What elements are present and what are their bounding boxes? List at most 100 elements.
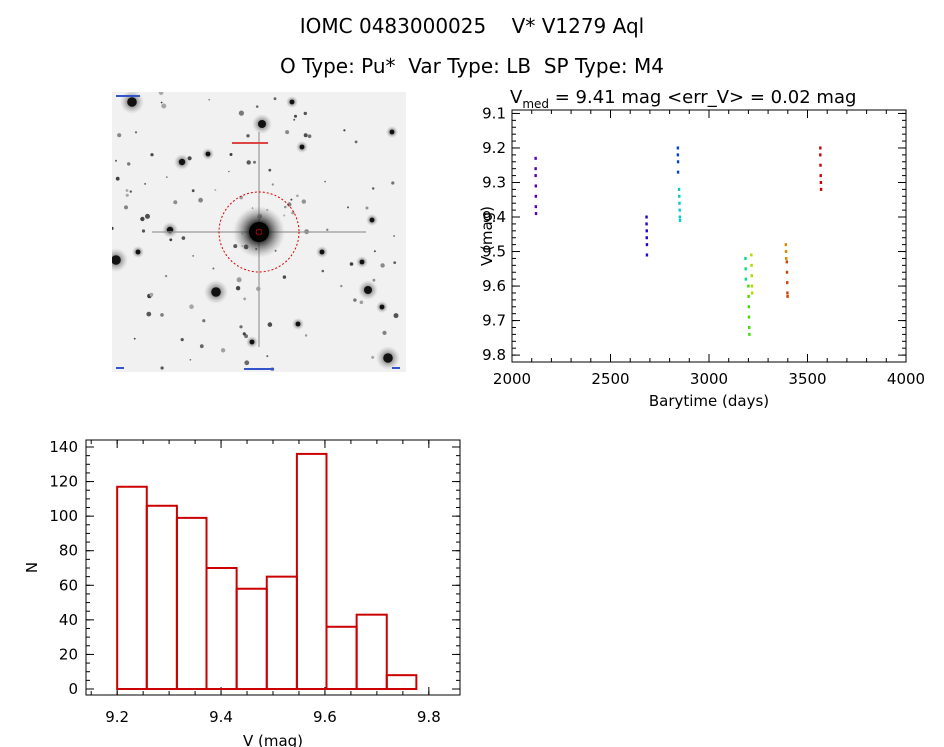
vmed-summary: = 9.41 mag <err_V> = 0.02 mag — [549, 87, 856, 108]
star — [365, 206, 369, 210]
hist-y-axis-label: N — [23, 562, 41, 573]
data-point — [819, 153, 822, 157]
star — [391, 181, 395, 185]
hist-bar — [235, 587, 268, 690]
star-core — [178, 158, 186, 166]
star — [160, 366, 164, 370]
star — [238, 110, 244, 116]
star — [199, 344, 204, 349]
data-point — [534, 205, 538, 209]
star — [229, 153, 233, 156]
star — [256, 286, 261, 291]
y-tick-label: 9.3 — [482, 173, 506, 191]
star-core — [359, 259, 365, 265]
star — [189, 359, 192, 361]
star — [266, 355, 269, 358]
data-point — [747, 305, 750, 309]
data-point — [744, 256, 747, 260]
data-point — [534, 174, 537, 178]
target-circle — [218, 191, 300, 273]
data-point — [785, 256, 788, 260]
star — [127, 162, 131, 166]
data-point — [784, 250, 788, 254]
star — [287, 202, 292, 207]
sky-image — [112, 92, 406, 372]
star — [150, 153, 154, 157]
y-tick-label: 40 — [59, 611, 78, 629]
x-tick-label: 2500 — [591, 370, 629, 388]
y-tick-label: 140 — [49, 438, 78, 456]
data-point — [819, 163, 822, 167]
star — [303, 133, 308, 138]
star — [160, 313, 164, 317]
chart-title: IOMC 0483000025 V* V1279 Aql — [299, 14, 645, 38]
star — [273, 97, 277, 101]
y-tick-label: 9.7 — [482, 312, 506, 330]
data-point — [534, 167, 537, 171]
data-point — [678, 208, 681, 212]
star — [255, 105, 259, 108]
y-tick-label: 9.4 — [482, 208, 506, 226]
star — [382, 330, 387, 335]
hist-bar — [145, 504, 178, 690]
star — [304, 334, 308, 337]
data-point — [750, 263, 753, 267]
star — [125, 189, 129, 192]
x-tick-label: 9.8 — [417, 708, 441, 726]
star — [181, 236, 186, 240]
hist-bar — [325, 625, 358, 690]
star — [349, 262, 354, 266]
star — [372, 278, 376, 282]
data-point — [534, 184, 538, 188]
star — [140, 216, 145, 222]
target-annotation — [232, 142, 268, 144]
data-point — [744, 277, 748, 281]
y-tick-label: 9.8 — [482, 346, 506, 364]
star — [246, 160, 251, 165]
star — [133, 337, 136, 340]
data-point — [748, 332, 751, 336]
star-core — [258, 120, 266, 128]
corner-annotation — [116, 367, 124, 369]
y-tick-label: 60 — [59, 576, 78, 594]
data-point — [786, 281, 789, 285]
star — [294, 114, 297, 118]
star — [284, 205, 287, 209]
star-core — [295, 321, 301, 327]
data-point — [747, 315, 751, 319]
data-point — [819, 180, 823, 184]
star-core — [127, 97, 137, 107]
star — [146, 311, 152, 317]
data-point — [676, 153, 680, 157]
hist-bar — [295, 452, 328, 690]
star — [393, 235, 395, 237]
data-point — [676, 170, 680, 174]
star — [253, 160, 256, 164]
y-tick-label: 9.5 — [482, 243, 506, 261]
data-point — [676, 160, 680, 164]
star — [291, 211, 295, 215]
y-tick-label: 0 — [68, 680, 78, 698]
star — [235, 286, 241, 291]
star — [293, 118, 296, 121]
target-star-core — [249, 222, 269, 242]
y-tick-label: 80 — [59, 542, 78, 560]
data-point — [785, 260, 789, 264]
data-point — [785, 270, 789, 274]
y-tick-label: 9.1 — [482, 104, 506, 122]
x-axis-label: Barytime (days) — [649, 392, 769, 410]
star — [233, 244, 238, 249]
data-point — [534, 194, 538, 198]
star — [243, 297, 247, 301]
star — [228, 170, 230, 173]
data-point — [645, 243, 649, 247]
star — [393, 313, 399, 319]
hist-bar — [205, 567, 238, 690]
corner-annotation — [116, 95, 140, 97]
star — [372, 187, 375, 190]
light-curve-header: Vmed = 9.41 mag <err_V> = 0.02 mag — [510, 87, 856, 111]
star — [246, 134, 250, 138]
star — [282, 275, 287, 279]
star — [301, 199, 306, 204]
y-tick-label: 20 — [59, 645, 78, 663]
